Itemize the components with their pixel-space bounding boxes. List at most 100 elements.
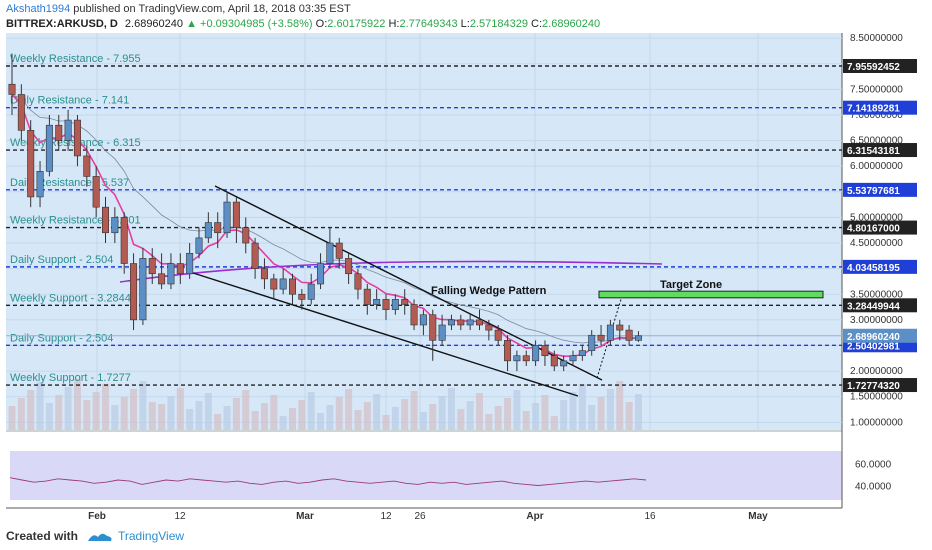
candle-body xyxy=(45,124,53,172)
y-tick-label: 3.50000000 xyxy=(850,289,903,300)
level-label: Daily Support - 2.504 xyxy=(10,254,113,266)
volume-bar xyxy=(232,398,240,430)
price-badge-text: 1.72774320 xyxy=(847,381,900,392)
x-tick-label: Mar xyxy=(296,511,314,522)
volume-bar xyxy=(634,394,642,430)
volume-bar xyxy=(550,416,558,430)
y-tick-label: 1.50000000 xyxy=(850,392,903,403)
volume-bar xyxy=(625,402,633,430)
volume-bar xyxy=(64,387,72,430)
candle-body xyxy=(176,263,184,275)
candle-body xyxy=(214,222,222,234)
symbol-label: BITTREX:ARKUSD, D xyxy=(6,18,118,30)
open-value: 2.60175922 xyxy=(327,18,386,30)
price-badge xyxy=(843,100,917,115)
candle-body xyxy=(158,273,166,285)
candle-body xyxy=(186,252,194,275)
y-tick-label: 1.00000000 xyxy=(850,417,903,428)
candle-body xyxy=(232,201,240,228)
volume-bar xyxy=(616,381,624,430)
volume-bar xyxy=(186,409,194,430)
candle-body xyxy=(288,278,296,295)
price-badge-text: 5.53797681 xyxy=(847,186,900,197)
candle-body xyxy=(130,263,138,321)
volume-bar xyxy=(36,382,44,430)
volume-bar xyxy=(382,415,390,430)
volume-bar xyxy=(597,397,605,430)
volume-bar xyxy=(447,388,455,430)
volume-bar xyxy=(195,401,203,430)
y-tick-label: 2.00000000 xyxy=(850,366,903,377)
volume-bar xyxy=(476,393,483,430)
candle-body xyxy=(242,227,250,244)
candle-body xyxy=(634,335,642,341)
candle-body xyxy=(382,299,390,310)
candle-body xyxy=(494,329,502,341)
candle-body xyxy=(513,355,521,362)
author-link[interactable]: Akshath1994 xyxy=(6,3,71,15)
volume-bar xyxy=(438,396,446,430)
footer-brand[interactable]: Created with TradingView xyxy=(6,529,184,543)
price-badge xyxy=(843,58,917,73)
candle-body xyxy=(270,278,278,290)
volume-bar xyxy=(578,384,586,430)
long-ma-line xyxy=(119,260,663,283)
rsi-band xyxy=(10,451,842,500)
current-price-text: 2.68960240 xyxy=(847,332,900,343)
volume-bar xyxy=(401,399,409,430)
x-tick-label: 26 xyxy=(414,511,426,522)
volume-bar xyxy=(317,413,325,430)
candle-body xyxy=(92,176,100,208)
candles xyxy=(8,53,642,372)
volume-bar xyxy=(130,389,138,430)
up-arrow-icon: ▲ xyxy=(186,18,197,30)
volume-bar xyxy=(522,411,530,430)
candle-body xyxy=(148,258,156,275)
level-label: Weekly Support - 3.2844 xyxy=(10,292,131,304)
candle-body xyxy=(279,278,287,290)
candle-body xyxy=(64,119,72,141)
volume-bar xyxy=(298,400,306,430)
candle-body xyxy=(391,299,399,310)
volume-bar xyxy=(560,400,568,430)
volume-bar xyxy=(120,397,128,430)
candle-body xyxy=(354,273,362,290)
current-price-badge xyxy=(843,328,917,343)
candle-body xyxy=(616,324,624,331)
volume-bar xyxy=(485,414,493,430)
rsi-line xyxy=(9,477,647,486)
candle-body xyxy=(447,319,455,326)
tradingview-brand: TradingView xyxy=(118,529,184,543)
candle-body xyxy=(204,222,212,239)
sma-line xyxy=(11,94,639,344)
close-label: C: xyxy=(531,18,543,30)
volume-bar xyxy=(204,393,212,430)
candle-body xyxy=(560,360,568,367)
y-tick-label: 6.00000000 xyxy=(850,161,903,172)
volume-bar xyxy=(102,384,109,430)
level-label: Daily Resistance - 7.141 xyxy=(10,95,129,107)
close-value: 2.68960240 xyxy=(542,18,601,30)
target-zone xyxy=(598,290,824,299)
volume-bar xyxy=(8,406,16,430)
volume-bar xyxy=(494,406,502,430)
volume-bar xyxy=(504,398,512,430)
header-line-2: BITTREX:ARKUSD, D 2.68960240 ▲ +0.093049… xyxy=(6,18,600,30)
volume-bar xyxy=(513,390,521,430)
low-label: L: xyxy=(460,18,470,30)
candle-body xyxy=(541,345,549,357)
candle-body xyxy=(466,319,474,326)
chart-header: Akshath1994 published on TradingView.com… xyxy=(6,1,926,33)
volume-bar xyxy=(17,398,25,430)
candle-body xyxy=(606,324,614,341)
wedge-label: Falling Wedge Pattern xyxy=(431,285,547,297)
price-badge xyxy=(843,220,917,235)
candle-body xyxy=(373,299,381,305)
candle-body xyxy=(251,242,259,269)
volume-bar xyxy=(588,405,596,430)
volume-bar xyxy=(176,388,184,430)
volume-bar xyxy=(457,409,465,430)
candle-body xyxy=(167,263,175,285)
candle-body xyxy=(36,171,44,198)
